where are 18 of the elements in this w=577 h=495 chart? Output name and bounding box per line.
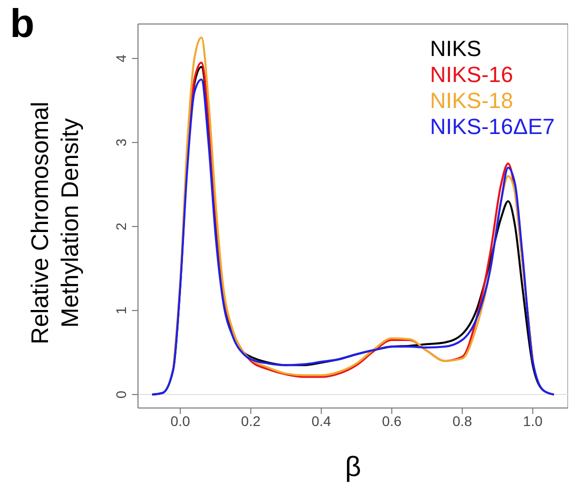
y-tick-label: 1 [113,306,129,314]
chart-title: b [10,2,34,47]
x-tick-label: 0.4 [312,412,332,429]
y-tick-label: 0 [113,390,129,398]
y-tick-label: 3 [113,138,129,146]
y-tick-label: 2 [113,222,129,230]
text: NIKS-16 [430,62,514,88]
x-tick-label: 0.6 [382,412,402,429]
text: NIKS [430,36,482,62]
x-tick-label: 0.0 [170,412,190,429]
text: NIKS-18 [430,88,514,114]
text: NIKS-16ΔE7 [430,114,555,140]
x-tick-label: 0.2 [241,412,261,429]
x-axis-title: β [344,451,362,482]
y-tick-label: 4 [113,54,129,62]
x-tick-label: 1.0 [523,412,543,429]
y-axis-title: Relative Chromosomal Methylation Density [27,102,84,344]
x-tick-label: 0.8 [452,412,472,429]
